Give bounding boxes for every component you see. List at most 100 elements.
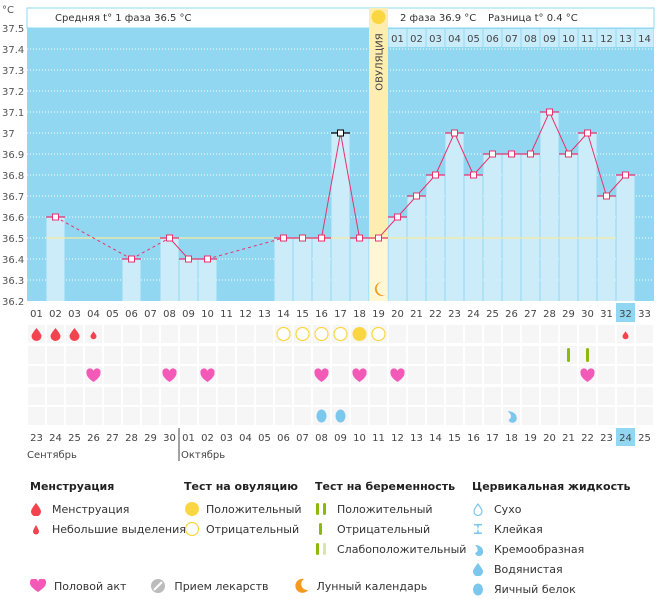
marker-cell: [142, 366, 159, 384]
cycle-day-label: 30: [581, 309, 594, 320]
calendar-date-label: 04: [239, 433, 252, 444]
phase2-day-cell: [616, 29, 635, 47]
marker-cell: [446, 407, 463, 425]
legend-title: Менструация: [30, 480, 115, 493]
marker-cell: [199, 387, 216, 405]
moon-icon: [293, 578, 309, 594]
temperature-bar: [179, 259, 198, 301]
calendar-date-label: 11: [372, 433, 385, 444]
temperature-point: [299, 234, 306, 242]
calendar-date-label: 25: [68, 433, 81, 444]
marker-cell: [237, 346, 254, 364]
marker-cell: [85, 346, 102, 364]
temperature-point: [337, 129, 344, 137]
marker-cell: [218, 407, 235, 425]
temperature-point: [432, 171, 439, 179]
marker-cell: [484, 325, 501, 343]
marker-cell: [484, 366, 501, 384]
calendar-date-label: 10: [353, 433, 366, 444]
marker-cell: [617, 387, 634, 405]
single-line-icon: [315, 522, 337, 536]
menstruation-drop-icon: [69, 328, 80, 342]
legend-label: Яичный белок: [494, 582, 576, 596]
phase2-day-cell: [559, 29, 578, 47]
marker-cell: [446, 366, 463, 384]
calendar-date-label: 03: [220, 433, 233, 444]
legend-label: Отрицательный: [206, 522, 300, 536]
pregnancy-test-negative-icon: [567, 348, 570, 362]
calendar-date-label: 26: [87, 433, 100, 444]
bbt-chart: °C Средняя t° 1 фаза 36.5 °C 2 фаза 36.9 °…: [2, 5, 655, 461]
calendar-date-label: 30: [163, 433, 176, 444]
cycle-day-label: 04: [87, 309, 100, 320]
marker-cell: [579, 387, 596, 405]
heart-icon: [86, 368, 101, 382]
calendar-date-label: 15: [448, 433, 461, 444]
marker-cell: [427, 346, 444, 364]
y-tick-label: 36.9: [2, 150, 24, 161]
ovulation-test-positive-icon: [352, 327, 367, 341]
calendar-date-label: 13: [410, 433, 423, 444]
temperature-line-segment: [207, 237, 284, 260]
temperature-line-segment: [454, 132, 474, 176]
temperature-point: [128, 255, 135, 263]
marker-cell: [28, 407, 45, 425]
marker-cell: [332, 346, 349, 364]
temperature-point: [584, 129, 591, 137]
spotting-drop-icon: [90, 331, 97, 340]
marker-cell: [598, 366, 615, 384]
marker-cell: [180, 407, 197, 425]
heart-icon: [200, 368, 215, 382]
cycle-day-label: 05: [106, 309, 119, 320]
legend-label: Клейкая: [494, 522, 543, 536]
month-label: Сентябрь: [27, 450, 77, 461]
marker-cell: [389, 407, 406, 425]
marker-cell: [541, 407, 558, 425]
marker-cell: [598, 346, 615, 364]
phase2-day-label: 08: [524, 34, 537, 45]
marker-cell: [389, 325, 406, 343]
temperature-point: [527, 150, 534, 158]
calendar-date-label: 12: [391, 433, 404, 444]
legend-label: Прием лекарств: [174, 579, 269, 593]
marker-cell: [218, 366, 235, 384]
calendar-date-label: 08: [315, 433, 328, 444]
temperature-bar: [407, 196, 426, 301]
creamy-drop-icon: [472, 542, 494, 556]
marker-cell: [389, 387, 406, 405]
drop-outline-icon: [472, 502, 494, 516]
cycle-day-label: 25: [486, 309, 499, 320]
calendar-date-label: 18: [505, 433, 518, 444]
marker-cell: [66, 387, 83, 405]
legend-item-medication: Прием лекарств: [150, 578, 269, 594]
phase2-day-cell: [464, 29, 483, 47]
calendar-date-label: 23: [600, 433, 613, 444]
marker-cell: [161, 325, 178, 343]
legend-item-menstruation: Менструация: [30, 499, 186, 519]
marker-cell: [617, 366, 634, 384]
legend-label: Кремообразная: [494, 542, 585, 556]
marker-cell: [256, 387, 273, 405]
y-tick-label: 36.3: [2, 276, 24, 287]
marker-cell: [351, 346, 368, 364]
legend-item-positive: Положительный: [184, 499, 302, 519]
temperature-point: [318, 234, 325, 242]
marker-cell: [275, 407, 292, 425]
marker-cell: [256, 346, 273, 364]
cycle-day-label: 20: [391, 309, 404, 320]
marker-cell: [370, 346, 387, 364]
cycle-day-label: 07: [144, 309, 157, 320]
temperature-point: [546, 108, 553, 116]
marker-cell: [427, 366, 444, 384]
temperature-line-segment: [549, 111, 569, 155]
temperature-point: [603, 192, 610, 200]
marker-cell: [560, 325, 577, 343]
temperature-line-segment: [340, 132, 360, 239]
cycle-day-label: 13: [258, 309, 271, 320]
marker-cell: [237, 407, 254, 425]
cycle-day-label: 12: [239, 309, 252, 320]
marker-cell: [237, 366, 254, 384]
calendar-date-label: 23: [30, 433, 43, 444]
calendar-date-label: 28: [125, 433, 138, 444]
temperature-difference-label: Разница t° 0.4 °C: [488, 13, 578, 24]
